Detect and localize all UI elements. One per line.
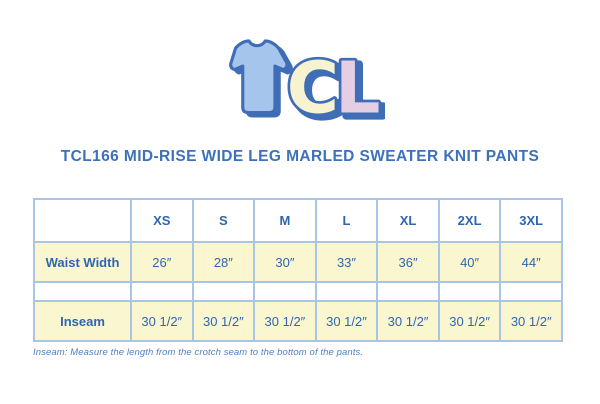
spacer-cell xyxy=(376,281,440,302)
spacer-cell xyxy=(33,281,132,302)
corner-cell xyxy=(33,198,132,243)
inseam-3xl: 30 1/2″ xyxy=(499,300,563,342)
row-label-inseam: Inseam xyxy=(33,300,132,342)
spacer-cell xyxy=(314,281,379,302)
inseam-footnote: Inseam: Measure the length from the crot… xyxy=(33,347,364,358)
size-chart-table: XS S M L XL 2XL 3XL Waist Width 26″ 28″ … xyxy=(33,198,563,342)
waist-width-xl: 36″ xyxy=(376,241,440,283)
waist-width-xs: 26″ xyxy=(130,241,194,283)
waist-width-2xl: 40″ xyxy=(437,241,502,283)
svg-text:C: C xyxy=(291,50,344,124)
size-column-header-2xl: 2XL xyxy=(437,198,502,243)
waist-width-row: Waist Width 26″ 28″ 30″ 33″ 36″ 40″ 44″ xyxy=(33,241,563,283)
tcl-logo-icon: C L C L xyxy=(229,39,385,124)
waist-width-m: 30″ xyxy=(253,241,317,283)
size-column-header-l: L xyxy=(314,198,379,243)
row-label-waist-width: Waist Width xyxy=(33,241,132,283)
size-column-header-3xl: 3XL xyxy=(499,198,563,243)
spacer-cell xyxy=(130,281,194,302)
logo-letter-c: C xyxy=(287,47,340,124)
tshirt-letter-t xyxy=(229,39,289,115)
logo-letter-l: L xyxy=(335,47,381,124)
inseam-row: Inseam 30 1/2″ 30 1/2″ 30 1/2″ 30 1/2″ 3… xyxy=(33,300,563,342)
inseam-xl: 30 1/2″ xyxy=(376,300,440,342)
spacer-cell xyxy=(437,281,502,302)
inseam-l: 30 1/2″ xyxy=(314,300,379,342)
waist-width-s: 28″ xyxy=(191,241,256,283)
brand-logo: C L C L xyxy=(0,34,600,124)
spacer-cell xyxy=(191,281,256,302)
inseam-xs: 30 1/2″ xyxy=(130,300,194,342)
product-title: TCL166 MID-RISE WIDE LEG MARLED SWEATER … xyxy=(60,148,540,165)
inseam-2xl: 30 1/2″ xyxy=(437,300,502,342)
size-column-header-s: S xyxy=(191,198,256,243)
size-column-header-xs: XS xyxy=(130,198,194,243)
inseam-s: 30 1/2″ xyxy=(191,300,256,342)
spacer-cell xyxy=(499,281,563,302)
size-header-row: XS S M L XL 2XL 3XL xyxy=(33,198,563,243)
size-column-header-xl: XL xyxy=(376,198,440,243)
spacer-cell xyxy=(253,281,317,302)
waist-width-l: 33″ xyxy=(314,241,379,283)
spacer-row xyxy=(33,281,563,302)
size-column-header-m: M xyxy=(253,198,317,243)
waist-width-3xl: 44″ xyxy=(499,241,563,283)
svg-text:L: L xyxy=(339,50,385,124)
inseam-m: 30 1/2″ xyxy=(253,300,317,342)
